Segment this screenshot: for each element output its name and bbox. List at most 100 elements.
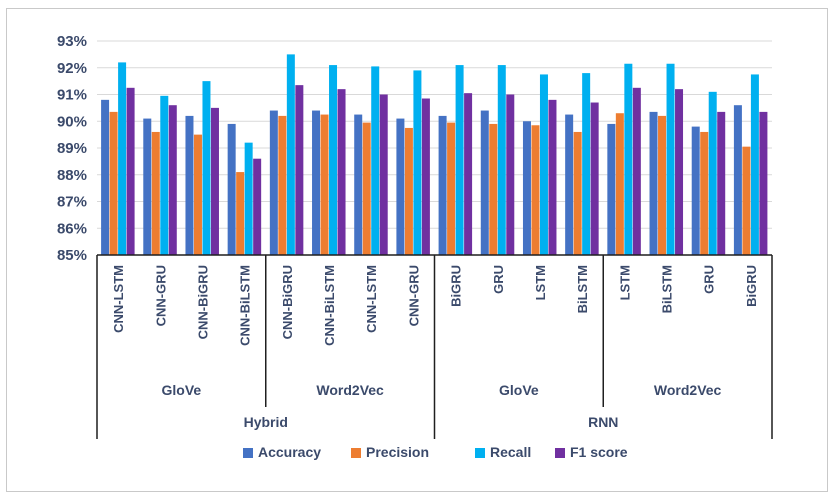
bar-accuracy (480, 110, 489, 255)
x-tick-label: BiLSTM (575, 265, 590, 313)
bar-f1-score (295, 85, 304, 255)
bar-recall (582, 73, 591, 255)
bar-precision (615, 113, 624, 255)
x-tick-label: LSTM (617, 265, 632, 300)
bar-f1-score (632, 87, 641, 255)
bar-recall (371, 66, 380, 255)
bar-precision (404, 127, 413, 255)
bar-precision (742, 146, 751, 255)
bar-recall (413, 70, 422, 255)
legend-label: Recall (490, 444, 531, 460)
x-tick-label: CNN-BiLSTM (322, 265, 337, 346)
bar-f1-score (675, 89, 684, 256)
bar-accuracy (269, 110, 278, 255)
bar-accuracy (312, 110, 321, 255)
bar-recall (497, 65, 506, 255)
embedding-group-label: Word2Vec (316, 382, 384, 398)
bar-precision (236, 172, 245, 255)
bar-accuracy (143, 118, 152, 255)
bar-accuracy (396, 118, 405, 255)
y-tick-label: 90% (57, 113, 87, 130)
x-tick-label: BiLSTM (660, 265, 675, 313)
y-tick-label: 86% (57, 220, 87, 237)
bar-recall (118, 62, 127, 256)
bar-f1-score (759, 111, 768, 255)
bar-precision (193, 134, 202, 255)
bar-accuracy (607, 123, 616, 255)
bar-recall (329, 65, 338, 255)
x-tick-label: CNN-LSTM (364, 265, 379, 333)
x-tick-label: GRU (702, 265, 717, 294)
bar-accuracy (733, 105, 742, 255)
bar-f1-score (590, 102, 599, 256)
bar-recall (539, 74, 548, 255)
bar-accuracy (185, 115, 194, 256)
bar-precision (573, 131, 582, 255)
bar-f1-score (421, 98, 430, 255)
y-axis-ticks: 85% 86% 87% 88% 89% 90% 91% 92% 93% (57, 33, 87, 264)
bar-accuracy (438, 115, 447, 256)
bar-f1-score (126, 87, 135, 255)
bar-f1-score (717, 111, 726, 255)
y-tick-label: 89% (57, 140, 87, 157)
bar-accuracy (691, 126, 700, 255)
bar-accuracy (522, 121, 531, 255)
y-tick-label: 85% (57, 247, 87, 264)
bar-precision (278, 115, 287, 256)
bar-f1-score (379, 94, 388, 255)
bar-f1-score (210, 107, 219, 255)
bar-accuracy (227, 123, 236, 255)
y-tick-label: 87% (57, 194, 87, 211)
legend-label: Accuracy (258, 444, 321, 460)
bar-f1-score (506, 94, 515, 255)
chart-frame: 85% 86% 87% 88% 89% 90% 91% 92% 93% CNN-LSTM CNN-… (6, 8, 828, 492)
x-tick-label: GRU (491, 265, 506, 294)
bar-precision (700, 131, 709, 255)
bar-f1-score (464, 93, 473, 255)
embedding-group-label: GloVe (162, 382, 202, 398)
y-tick-label: 91% (57, 87, 87, 104)
bar-accuracy (354, 114, 363, 255)
legend-swatch (555, 448, 565, 458)
bar-precision (447, 122, 456, 256)
bar-precision (362, 122, 371, 256)
x-tick-label: CNN-GRU (153, 265, 168, 326)
x-tick-label: LSTM (533, 265, 548, 300)
legend-label: F1 score (570, 444, 628, 460)
bar-recall (624, 63, 633, 255)
bar-precision (531, 125, 540, 255)
bar-recall (708, 91, 717, 255)
x-tick-label: CNN-BiGRU (280, 265, 295, 339)
bar-precision (489, 123, 498, 255)
bar-precision (320, 114, 329, 255)
bar-f1-score (337, 89, 346, 256)
y-tick-label: 92% (57, 60, 87, 77)
y-tick-label: 88% (57, 167, 87, 184)
bar-recall (750, 74, 759, 255)
x-tick-label: CNN-GRU (406, 265, 421, 326)
bar-precision (109, 111, 118, 255)
legend-label: Precision (366, 444, 429, 460)
model-group-label: Hybrid (244, 414, 288, 430)
bar-precision (151, 131, 160, 255)
y-tick-label: 93% (57, 33, 87, 50)
model-group-label: RNN (588, 414, 618, 430)
legend: Accuracy Precision Recall F1 score (243, 444, 628, 460)
bar-accuracy (101, 99, 110, 255)
bar-recall (244, 142, 253, 255)
bar-recall (666, 63, 675, 255)
bar-accuracy (565, 114, 574, 255)
x-tick-label: CNN-BiLSTM (238, 265, 253, 346)
bars (101, 54, 768, 256)
bar-accuracy (649, 111, 658, 255)
embedding-group-label: GloVe (499, 382, 539, 398)
x-tick-label: CNN-BiGRU (195, 265, 210, 339)
legend-swatch (475, 448, 485, 458)
embedding-group-label: Word2Vec (654, 382, 722, 398)
bar-f1-score (548, 99, 557, 255)
x-tick-label: BiGRU (449, 265, 464, 307)
bar-recall (455, 65, 464, 255)
legend-swatch (243, 448, 253, 458)
bar-f1-score (253, 158, 262, 255)
x-tick-label: CNN-LSTM (111, 265, 126, 333)
